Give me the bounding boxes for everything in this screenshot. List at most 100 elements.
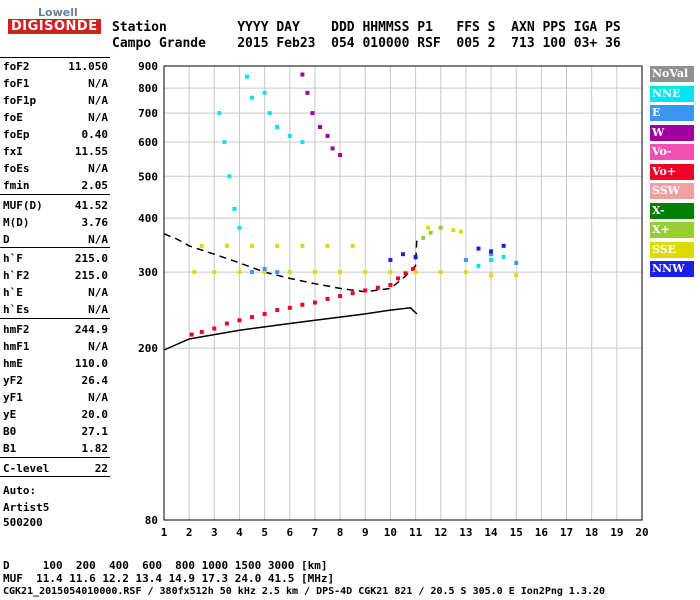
param-value: 215.0 — [74, 252, 108, 265]
header-row-2: Campo Grande 2015 Feb23 054 010000 RSF 0… — [112, 36, 621, 51]
param-value: N/A — [88, 162, 108, 175]
legend-item-sse: SSE — [650, 241, 694, 258]
x-tick-label: 2 — [186, 526, 193, 539]
data-point — [501, 243, 506, 248]
param-value: N/A — [88, 391, 108, 404]
data-point — [212, 326, 217, 331]
legend-item-vo-: Vo+ — [650, 163, 694, 180]
data-point — [312, 270, 317, 275]
param-value: 3.76 — [81, 216, 109, 229]
param-row: B1 1.82 — [3, 442, 108, 459]
data-point — [262, 266, 267, 271]
param-name: fmin — [3, 179, 30, 192]
param-name: M(D) — [3, 216, 30, 229]
data-point — [227, 174, 232, 179]
separator — [0, 457, 110, 458]
data-point — [212, 270, 217, 275]
param-row: h`F2 215.0 — [3, 269, 108, 286]
param-name: h`F2 — [3, 269, 30, 282]
x-tick-label: 13 — [459, 526, 472, 539]
data-point — [338, 152, 343, 157]
data-point — [363, 288, 368, 293]
x-tick-label: 11 — [409, 526, 423, 539]
curve-mode — [163, 233, 418, 293]
header-row-1: Station YYYY DAY DDD HHMMSS P1 FFS S AXN… — [112, 20, 621, 35]
separator — [0, 247, 110, 248]
x-tick-label: 6 — [286, 526, 293, 539]
data-point — [421, 235, 426, 240]
param-name: yF1 — [3, 391, 23, 404]
curve-profile — [163, 307, 418, 351]
param-row: C-level 22 — [3, 462, 108, 479]
data-point — [325, 243, 330, 248]
param-row: hmF2 244.9 — [3, 323, 108, 340]
data-point — [222, 140, 227, 145]
param-name: hmF1 — [3, 340, 30, 353]
data-point — [325, 296, 330, 301]
param-value: 11.050 — [68, 60, 108, 73]
param-value: 27.1 — [81, 425, 109, 438]
param-value: 11.55 — [74, 145, 108, 158]
data-point — [300, 302, 305, 307]
param-row: foEs N/A — [3, 162, 108, 179]
data-point — [287, 133, 292, 138]
param-name: D — [3, 233, 10, 246]
data-point — [489, 249, 494, 254]
y-tick-label: 900 — [138, 60, 158, 73]
x-tick-label: 7 — [312, 526, 319, 539]
x-tick-label: 8 — [337, 526, 344, 539]
param-value: 0.40 — [81, 128, 109, 141]
param-value: 1.82 — [81, 442, 109, 455]
data-point — [458, 229, 463, 234]
param-name: B0 — [3, 425, 17, 438]
y-tick-label: 400 — [138, 212, 158, 225]
data-point — [325, 133, 330, 138]
param-value: 215.0 — [74, 269, 108, 282]
y-tick-label: 800 — [138, 82, 158, 95]
auto-artist: Artist5 — [3, 501, 50, 514]
ionogram-plot: 1 2 3 4 5 6 7 8 9 10 11 12 13 14 15 16 17 18 19 20802003004… — [138, 60, 649, 539]
auto-code: 500200 — [3, 516, 43, 529]
data-point — [217, 111, 222, 116]
data-point — [250, 243, 255, 248]
legend-item-x-: X+ — [650, 222, 694, 238]
param-value: N/A — [88, 94, 108, 107]
param-value: 2.05 — [81, 179, 109, 192]
data-point — [463, 257, 468, 262]
param-row: h`Es N/A — [3, 303, 108, 320]
x-tick-label: 16 — [535, 526, 549, 539]
param-row: foF1p N/A — [3, 94, 108, 111]
legend-item-nnw: NNW — [650, 261, 694, 277]
separator — [0, 318, 110, 319]
data-point — [489, 257, 494, 262]
legend-item-nne: NNE — [650, 85, 694, 102]
file-info: CGK21_2015054010000.RSF / 380fx512h 50 k… — [3, 586, 606, 597]
x-tick-label: 5 — [261, 526, 268, 539]
param-value: N/A — [88, 303, 108, 316]
param-row: hmE 110.0 — [3, 357, 108, 374]
param-name: foF1p — [3, 94, 37, 107]
data-point — [199, 329, 204, 334]
x-tick-label: 17 — [560, 526, 573, 539]
param-row: M(D) 3.76 — [3, 216, 108, 233]
data-point — [275, 308, 280, 313]
param-name: h`F — [3, 252, 23, 265]
param-value: 22 — [94, 462, 108, 475]
x-tick-label: 1 — [161, 526, 168, 539]
y-tick-label: 80 — [145, 514, 158, 527]
y-tick-label: 300 — [138, 266, 158, 279]
param-value: 26.4 — [81, 374, 109, 387]
logo-lowell: Lowell — [38, 6, 78, 19]
data-point — [300, 140, 305, 145]
legend-item-x-: X- — [650, 202, 694, 219]
data-point — [514, 273, 519, 278]
data-point — [300, 72, 305, 77]
data-point — [192, 270, 197, 275]
data-point — [237, 318, 242, 323]
separator — [0, 57, 110, 58]
y-tick-label: 200 — [138, 342, 158, 355]
data-point — [232, 206, 237, 211]
param-row: fxI 11.55 — [3, 145, 108, 162]
data-point — [489, 273, 494, 278]
x-tick-label: 10 — [384, 526, 397, 539]
